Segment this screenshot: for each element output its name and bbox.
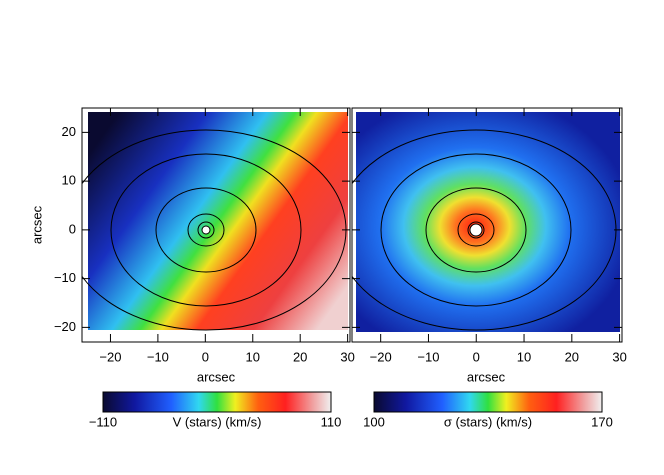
x-tick-label: 20 bbox=[565, 349, 579, 364]
colorbar-tick-label: −110 bbox=[89, 414, 117, 429]
x-tick-label: 0 bbox=[473, 349, 480, 364]
y-axis-label: arcsec bbox=[29, 205, 44, 244]
dispersion-map bbox=[352, 112, 620, 332]
x-axis-label: arcsec bbox=[467, 369, 506, 384]
x-tick-label: −10 bbox=[147, 349, 169, 364]
x-tick-label: −10 bbox=[417, 349, 439, 364]
axes-frame bbox=[351, 107, 623, 343]
colorbar-tick-label: 170 bbox=[591, 414, 613, 429]
x-tick-label: −20 bbox=[370, 349, 392, 364]
colorbar bbox=[373, 391, 603, 413]
y-tick-label: 20 bbox=[62, 124, 76, 139]
colorbar-label: σ (stars) (km/s) bbox=[444, 414, 532, 429]
colorbar-label: V (stars) (km/s) bbox=[173, 414, 262, 429]
x-tick-label: 30 bbox=[340, 349, 354, 364]
y-tick-label: 10 bbox=[62, 173, 76, 188]
y-tick-label: −10 bbox=[54, 270, 76, 285]
colorbar bbox=[102, 391, 332, 413]
y-tick-label: 0 bbox=[69, 221, 76, 236]
colorbar-tick-label: 100 bbox=[363, 414, 385, 429]
x-tick-label: 10 bbox=[246, 349, 260, 364]
colorbar-tick-label: 110 bbox=[321, 414, 342, 429]
x-tick-label: 0 bbox=[202, 349, 209, 364]
x-tick-label: 20 bbox=[293, 349, 307, 364]
velocity-map bbox=[82, 112, 348, 331]
x-tick-label: −20 bbox=[99, 349, 121, 364]
x-tick-label: 10 bbox=[517, 349, 531, 364]
x-tick-label: 30 bbox=[612, 349, 626, 364]
y-tick-label: −20 bbox=[54, 319, 76, 334]
x-axis-label: arcsec bbox=[197, 369, 236, 384]
axes-frame bbox=[81, 107, 351, 343]
